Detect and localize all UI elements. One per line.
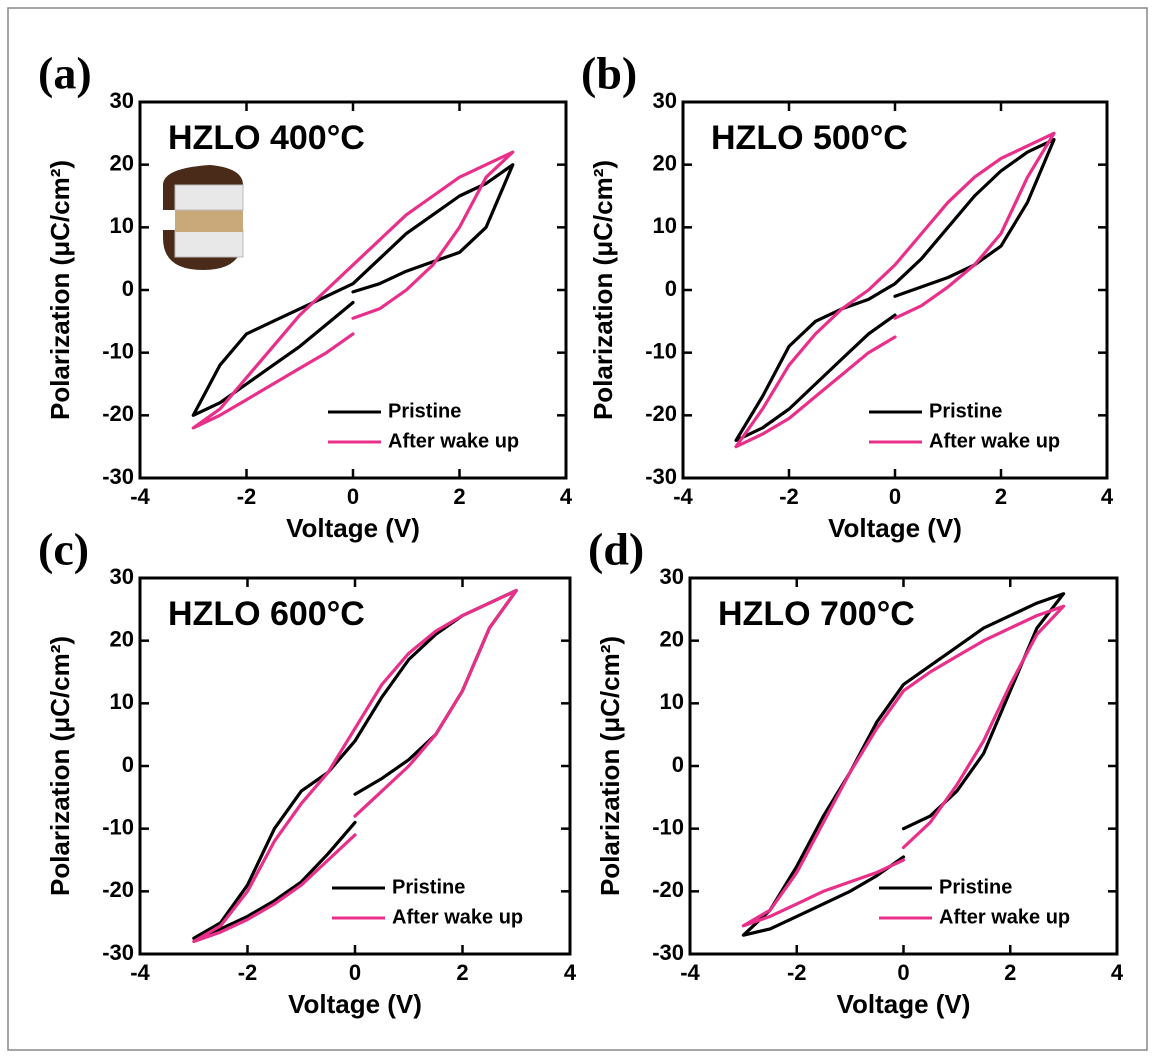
chart-title: HZLO 600°C bbox=[168, 595, 365, 633]
x-tick-label: 4 bbox=[560, 484, 573, 509]
y-axis-label: Polarization (μC/cm²) bbox=[588, 160, 618, 420]
legend-label: Pristine bbox=[392, 876, 465, 898]
x-tick-label: -4 bbox=[680, 960, 700, 985]
x-tick-label: 4 bbox=[564, 960, 577, 985]
x-tick-label: -4 bbox=[673, 484, 693, 509]
y-tick-label: 0 bbox=[122, 276, 134, 301]
legend-label: After wake up bbox=[939, 906, 1070, 928]
y-tick-label: 10 bbox=[110, 213, 134, 238]
x-tick-label: 2 bbox=[1004, 960, 1016, 985]
legend-label: Pristine bbox=[388, 400, 461, 422]
x-tick-label: 0 bbox=[897, 960, 909, 985]
x-tick-label: -2 bbox=[238, 960, 258, 985]
y-tick-label: 10 bbox=[660, 689, 684, 714]
loop-line bbox=[734, 138, 1056, 442]
legend-label: After wake up bbox=[929, 430, 1060, 452]
loop-line bbox=[741, 604, 1066, 928]
x-tick-label: 2 bbox=[453, 484, 465, 509]
chart-title: HZLO 400°C bbox=[168, 119, 365, 157]
x-tick-label: -2 bbox=[787, 960, 807, 985]
chart-title: HZLO 500°C bbox=[711, 119, 908, 157]
y-tick-label: -10 bbox=[102, 814, 134, 839]
y-tick-label: 10 bbox=[653, 213, 677, 238]
x-tick-label: 0 bbox=[347, 484, 359, 509]
y-tick-label: 30 bbox=[110, 88, 134, 113]
y-tick-label: 20 bbox=[110, 150, 134, 175]
y-tick-label: 10 bbox=[110, 689, 134, 714]
x-tick-label: -2 bbox=[779, 484, 799, 509]
y-axis-label: Polarization (μC/cm²) bbox=[45, 160, 75, 420]
y-axis-label: Polarization (μC/cm²) bbox=[45, 636, 75, 896]
y-tick-label: 20 bbox=[110, 626, 134, 651]
x-tick-label: 4 bbox=[1111, 960, 1124, 985]
panel-label: (b) bbox=[581, 48, 637, 99]
loop-line bbox=[191, 150, 515, 430]
x-tick-label: 0 bbox=[349, 960, 361, 985]
y-tick-label: -20 bbox=[102, 401, 134, 426]
loop-line bbox=[192, 588, 518, 940]
panel-label: (a) bbox=[38, 48, 92, 99]
x-tick-label: 2 bbox=[995, 484, 1007, 509]
legend-label: After wake up bbox=[392, 906, 523, 928]
x-tick-label: -2 bbox=[237, 484, 257, 509]
y-tick-label: -30 bbox=[102, 940, 134, 965]
x-tick-label: -4 bbox=[130, 484, 150, 509]
panel-label: (d) bbox=[588, 524, 644, 575]
y-tick-label: -10 bbox=[645, 338, 677, 363]
loop-line bbox=[191, 163, 515, 417]
plot-frame bbox=[688, 576, 1119, 956]
figure-border bbox=[7, 7, 1148, 1051]
panel-label: (c) bbox=[38, 524, 89, 575]
y-tick-label: 20 bbox=[653, 150, 677, 175]
y-tick-label: 0 bbox=[122, 752, 134, 777]
x-tick-label: 4 bbox=[1101, 484, 1114, 509]
y-tick-label: -10 bbox=[102, 338, 134, 363]
y-tick-label: 30 bbox=[660, 564, 684, 589]
y-tick-label: -30 bbox=[102, 464, 134, 489]
x-axis-label: Voltage (V) bbox=[837, 989, 971, 1019]
y-axis-label: Polarization (μC/cm²) bbox=[595, 636, 625, 896]
y-tick-label: 0 bbox=[665, 276, 677, 301]
x-axis-label: Voltage (V) bbox=[828, 513, 962, 543]
x-axis-label: Voltage (V) bbox=[286, 513, 420, 543]
x-axis-label: Voltage (V) bbox=[288, 989, 422, 1019]
x-tick-label: -4 bbox=[130, 960, 150, 985]
y-tick-label: -10 bbox=[652, 814, 684, 839]
loop-line bbox=[741, 592, 1066, 937]
y-tick-label: -30 bbox=[652, 940, 684, 965]
y-tick-label: 20 bbox=[660, 626, 684, 651]
y-tick-label: -20 bbox=[102, 877, 134, 902]
y-tick-label: 30 bbox=[110, 564, 134, 589]
x-tick-label: 0 bbox=[889, 484, 901, 509]
plot-frame bbox=[138, 576, 572, 956]
chart-title: HZLO 700°C bbox=[718, 595, 915, 633]
x-tick-label: 2 bbox=[456, 960, 468, 985]
device-inset bbox=[163, 165, 244, 270]
y-tick-label: 30 bbox=[653, 88, 677, 113]
legend-label: After wake up bbox=[388, 430, 519, 452]
loop-line bbox=[734, 131, 1056, 449]
y-tick-label: -30 bbox=[645, 464, 677, 489]
y-tick-label: 0 bbox=[672, 752, 684, 777]
loop-line bbox=[192, 588, 518, 944]
legend-label: Pristine bbox=[929, 400, 1002, 422]
legend-label: Pristine bbox=[939, 876, 1012, 898]
y-tick-label: -20 bbox=[652, 877, 684, 902]
y-tick-label: -20 bbox=[645, 401, 677, 426]
